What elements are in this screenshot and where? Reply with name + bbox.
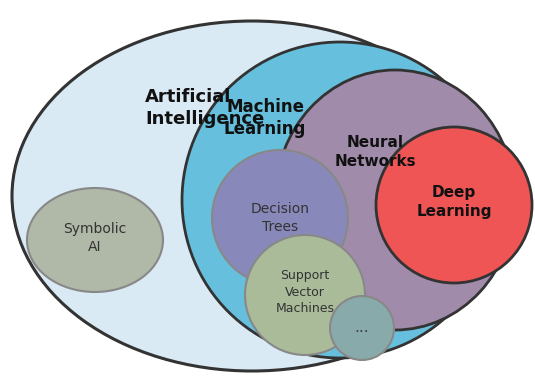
Ellipse shape xyxy=(27,188,163,292)
Ellipse shape xyxy=(275,70,515,330)
Circle shape xyxy=(376,127,532,283)
Text: Neural
Networks: Neural Networks xyxy=(334,135,416,169)
Circle shape xyxy=(212,150,348,286)
Ellipse shape xyxy=(12,21,492,371)
Text: Symbolic
AI: Symbolic AI xyxy=(63,222,127,254)
Text: Decision
Trees: Decision Trees xyxy=(250,202,310,234)
Text: Machine
Learning: Machine Learning xyxy=(224,98,306,138)
Circle shape xyxy=(330,296,394,360)
Circle shape xyxy=(182,42,498,358)
Text: ...: ... xyxy=(355,320,369,335)
Text: Deep
Learning: Deep Learning xyxy=(416,185,492,219)
Text: Artificial
Intelligence: Artificial Intelligence xyxy=(145,88,264,128)
Circle shape xyxy=(245,235,365,355)
Text: Support
Vector
Machines: Support Vector Machines xyxy=(276,269,334,315)
